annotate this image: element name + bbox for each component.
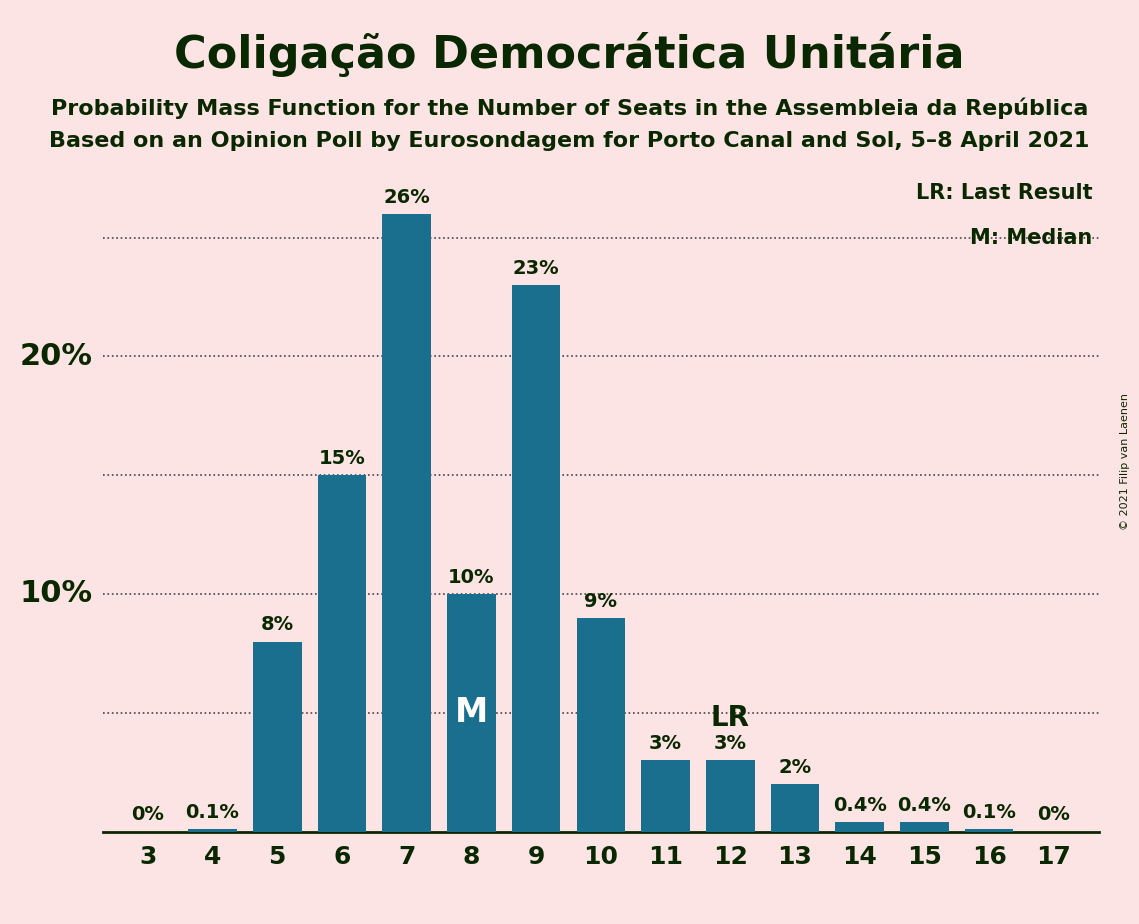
Bar — [253, 641, 302, 832]
Text: LR: LR — [711, 704, 749, 732]
Text: Coligação Democrática Unitária: Coligação Democrática Unitária — [174, 32, 965, 78]
Bar — [641, 760, 690, 832]
Bar — [383, 213, 431, 832]
Bar — [706, 760, 754, 832]
Bar — [900, 822, 949, 832]
Bar — [188, 829, 237, 832]
Text: M: M — [454, 697, 487, 729]
Bar — [318, 475, 367, 832]
Bar — [965, 829, 1014, 832]
Text: 20%: 20% — [19, 342, 92, 371]
Text: 2%: 2% — [778, 758, 811, 777]
Text: 3%: 3% — [649, 735, 682, 753]
Text: Based on an Opinion Poll by Eurosondagem for Porto Canal and Sol, 5–8 April 2021: Based on an Opinion Poll by Eurosondagem… — [49, 131, 1090, 152]
Text: 0.1%: 0.1% — [962, 803, 1016, 822]
Text: 9%: 9% — [584, 591, 617, 611]
Bar — [576, 618, 625, 832]
Bar — [835, 822, 884, 832]
Text: 8%: 8% — [261, 615, 294, 635]
Text: 0.4%: 0.4% — [833, 796, 886, 815]
Text: 23%: 23% — [513, 259, 559, 278]
Text: 15%: 15% — [319, 449, 366, 468]
Text: 0%: 0% — [131, 806, 164, 824]
Text: LR: Last Result: LR: Last Result — [916, 183, 1092, 203]
Text: Probability Mass Function for the Number of Seats in the Assembleia da República: Probability Mass Function for the Number… — [51, 97, 1088, 118]
Text: 10%: 10% — [448, 568, 494, 587]
Text: 26%: 26% — [384, 188, 431, 207]
Text: 0%: 0% — [1038, 806, 1071, 824]
Text: 10%: 10% — [19, 579, 92, 609]
Bar — [511, 286, 560, 832]
Text: 3%: 3% — [714, 735, 747, 753]
Text: M: Median: M: Median — [970, 227, 1092, 248]
Bar — [448, 594, 495, 832]
Text: 0.4%: 0.4% — [898, 796, 951, 815]
Text: © 2021 Filip van Laenen: © 2021 Filip van Laenen — [1120, 394, 1130, 530]
Text: 0.1%: 0.1% — [186, 803, 239, 822]
Bar — [771, 784, 819, 832]
